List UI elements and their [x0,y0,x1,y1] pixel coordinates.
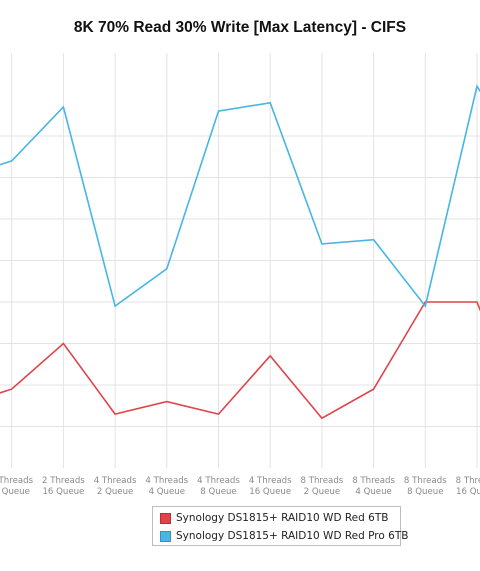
x-tick-label: 8 Threads 2 Queue [301,476,344,497]
legend-item-red-pro-6tb: Synology DS1815+ RAID10 WD Red Pro 6TB [160,528,408,544]
legend-label-red-6tb: Synology DS1815+ RAID10 WD Red 6TB [176,512,389,524]
legend-item-red-6tb: Synology DS1815+ RAID10 WD Red 6TB [160,510,388,526]
x-tick-label: 8 Threads 8 Queue [404,476,447,497]
x-tick-label: 4 Threads 2 Queue [94,476,137,497]
series-line-1 [0,84,480,308]
x-tick-label: 8 Threads 4 Queue [352,476,395,497]
gridlines [0,53,480,468]
series-lines [0,84,480,420]
x-tick-label: 4 Threads 4 Queue [145,476,188,497]
x-tick-label: 2 Threads 16 Queue [42,476,85,497]
legend-swatch-red-6tb [160,512,171,524]
chart-title: 8K 70% Read 30% Write [Max Latency] - CI… [73,19,407,36]
legend-label-red-pro-6tb: Synology DS1815+ RAID10 WD Red Pro 6TB [176,530,409,542]
series-line-0 [0,301,480,420]
x-tick-label: 4 Threads 16 Queue [249,476,292,497]
legend-swatch-red-pro-6tb [160,530,171,542]
x-tick-label: 4 Threads 8 Queue [197,476,240,497]
legend: Synology DS1815+ RAID10 WD Red 6TB Synol… [152,506,408,546]
